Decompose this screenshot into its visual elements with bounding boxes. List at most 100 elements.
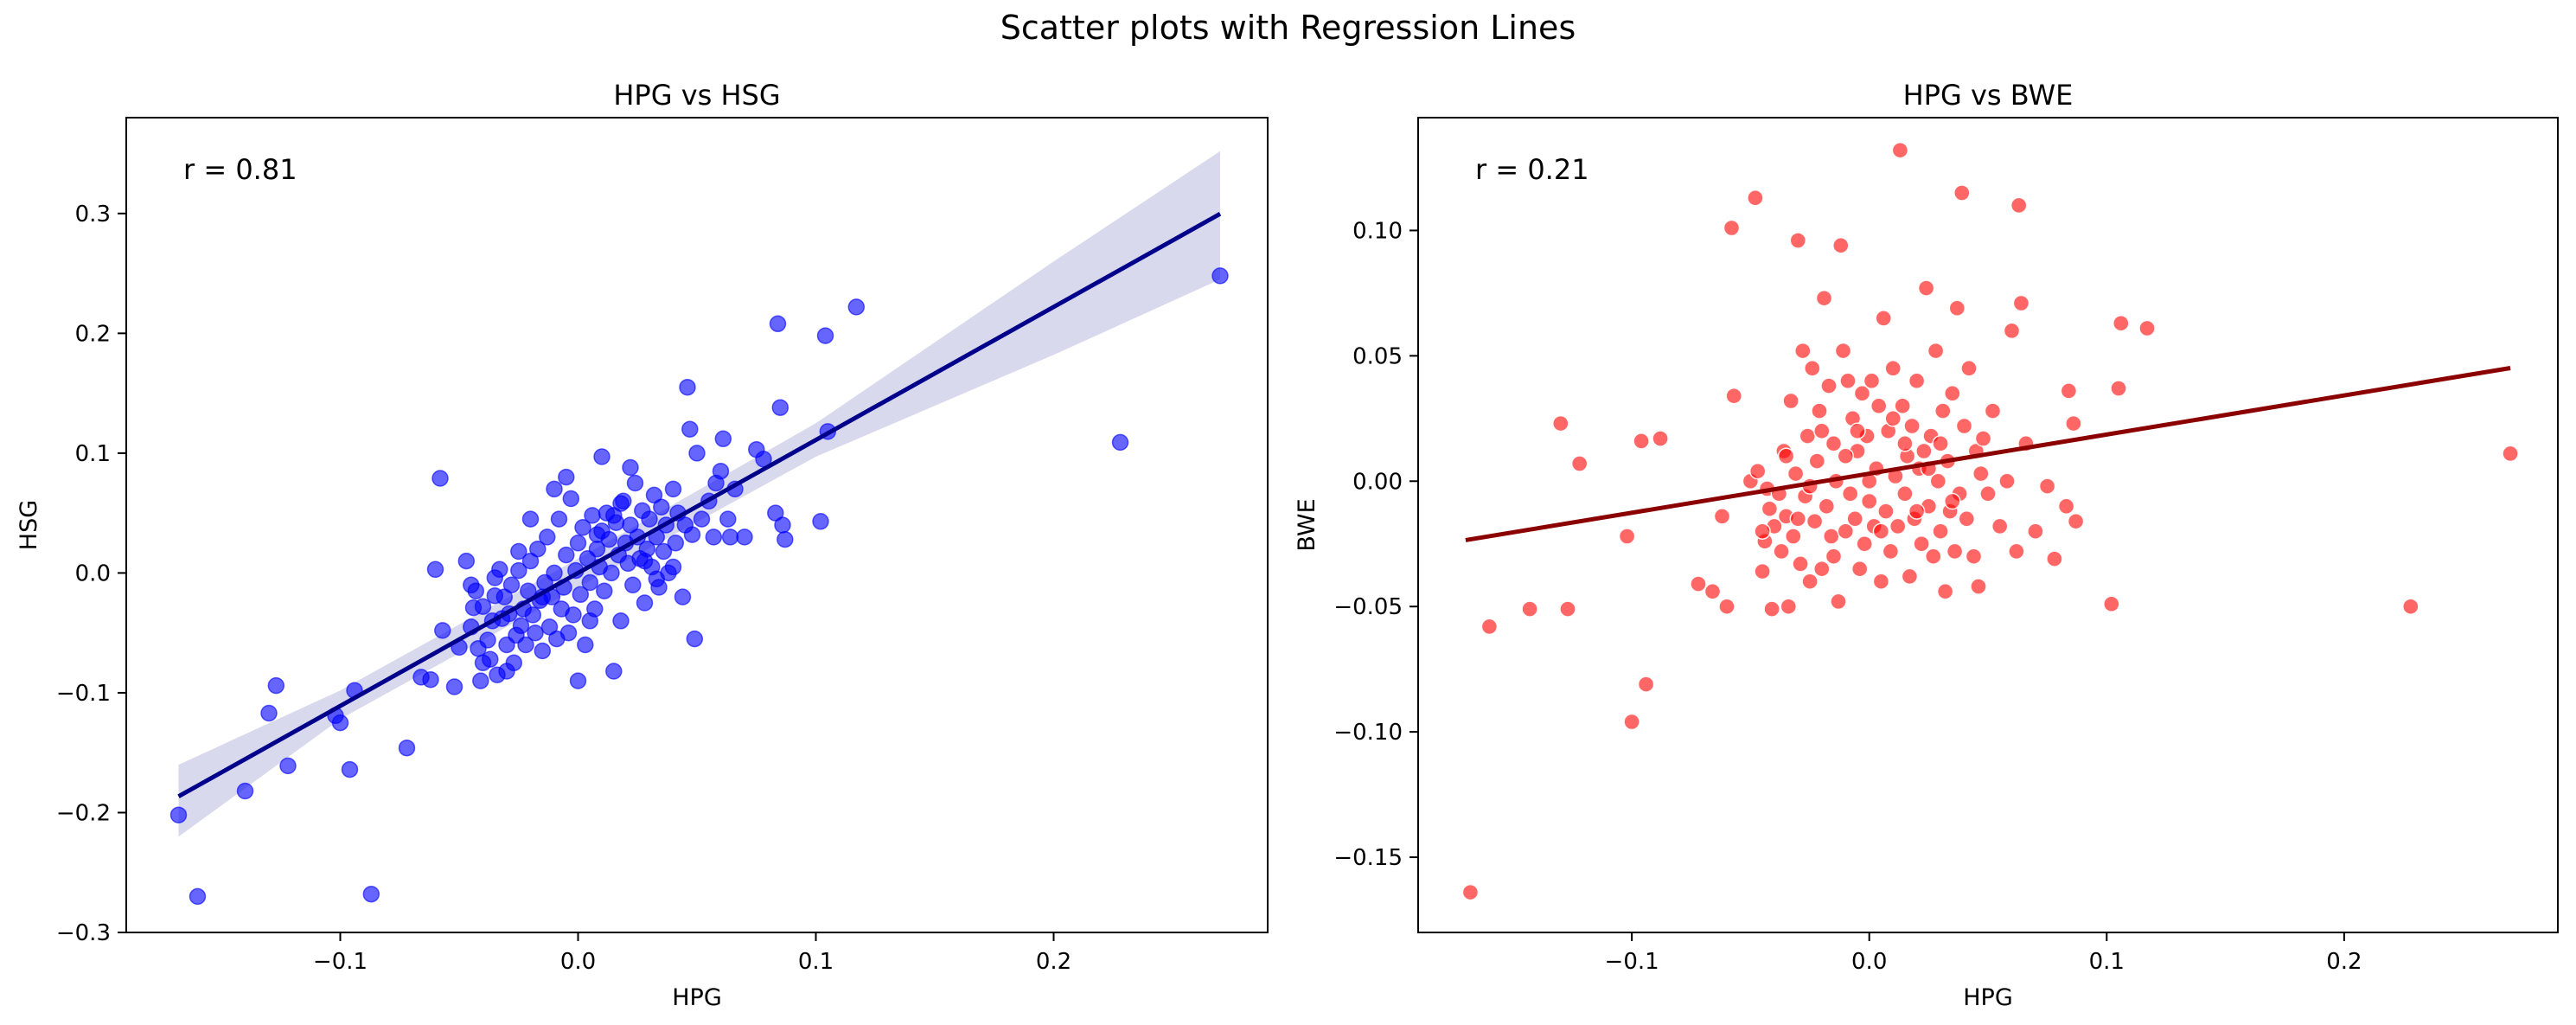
data-point bbox=[714, 430, 732, 448]
data-point bbox=[771, 399, 789, 416]
data-point bbox=[1480, 618, 1499, 636]
data-point bbox=[472, 672, 489, 689]
data-point bbox=[1713, 508, 1731, 525]
data-point bbox=[596, 582, 613, 599]
axes-frame bbox=[1417, 117, 2559, 933]
data-point bbox=[510, 542, 527, 561]
axes-frame bbox=[125, 117, 1269, 933]
data-point bbox=[1960, 360, 1978, 377]
data-point bbox=[1851, 560, 1869, 578]
data-point bbox=[1925, 548, 1942, 565]
data-point bbox=[236, 782, 254, 800]
data-point bbox=[1929, 472, 1947, 490]
data-point bbox=[2038, 477, 2056, 495]
y-tick-label: 0.00 bbox=[1352, 469, 1403, 495]
data-point bbox=[1958, 510, 1976, 528]
data-point bbox=[655, 542, 673, 561]
data-point bbox=[546, 480, 563, 498]
data-point bbox=[1754, 522, 1771, 540]
data-point bbox=[2060, 382, 2078, 400]
data-point bbox=[679, 378, 696, 396]
x-tick-label: 0.0 bbox=[560, 949, 596, 975]
data-point bbox=[398, 739, 416, 757]
data-point bbox=[1461, 883, 1480, 901]
data-point bbox=[1934, 402, 1952, 420]
data-point bbox=[362, 885, 380, 903]
data-point bbox=[1841, 485, 1859, 503]
data-point bbox=[1860, 492, 1878, 510]
data-point bbox=[1690, 575, 1707, 593]
data-point bbox=[1808, 452, 1826, 470]
data-point bbox=[1974, 430, 1992, 447]
data-point bbox=[1955, 417, 1973, 435]
data-point bbox=[1823, 528, 1840, 545]
left-scatter-panel: −0.1 0.0 0.1 0.2 −0.3 −0.2 −0.1 0.0 0.1 0.2 0.3 HPG… bbox=[16, 79, 1269, 1011]
data-point bbox=[2502, 445, 2519, 463]
data-point bbox=[2010, 196, 2028, 215]
data-point bbox=[2402, 598, 2419, 615]
subplot-title: HPG vs HSG bbox=[613, 79, 780, 112]
data-point bbox=[667, 535, 685, 552]
data-point bbox=[648, 570, 666, 588]
data-point bbox=[1896, 435, 1914, 452]
data-point bbox=[612, 612, 630, 630]
data-point bbox=[712, 462, 730, 480]
data-point bbox=[512, 617, 530, 635]
y-axis-label: BWE bbox=[1294, 498, 1320, 551]
data-point bbox=[1777, 447, 1795, 465]
data-point bbox=[736, 529, 753, 546]
data-point bbox=[550, 510, 568, 528]
data-point bbox=[674, 588, 692, 605]
figure-suptitle: Scatter plots with Regression Lines bbox=[1000, 9, 1576, 47]
data-point bbox=[688, 445, 706, 462]
data-point bbox=[1633, 432, 1650, 450]
data-point bbox=[431, 470, 449, 487]
data-point bbox=[593, 448, 610, 465]
data-point bbox=[524, 606, 542, 624]
data-point bbox=[1932, 522, 1949, 540]
data-point bbox=[612, 495, 630, 512]
data-point bbox=[1559, 600, 1576, 618]
data-point bbox=[267, 676, 285, 695]
subplot-title: HPG vs BWE bbox=[1903, 79, 2074, 112]
data-point bbox=[2027, 522, 2044, 540]
data-point bbox=[1834, 342, 1852, 360]
y-tick-label: 0.0 bbox=[75, 561, 111, 586]
data-point bbox=[474, 654, 492, 672]
data-point bbox=[577, 636, 594, 654]
data-point bbox=[626, 474, 644, 492]
data-point bbox=[1211, 267, 1229, 285]
data-point bbox=[1903, 417, 1921, 435]
data-point bbox=[546, 564, 563, 582]
data-point bbox=[1818, 497, 1836, 516]
data-point bbox=[581, 612, 599, 630]
data-point bbox=[2008, 542, 2025, 561]
data-point bbox=[774, 516, 791, 534]
data-point bbox=[603, 564, 620, 582]
data-point bbox=[705, 529, 723, 546]
data-point bbox=[562, 490, 580, 508]
data-point bbox=[1801, 573, 1819, 590]
data-point bbox=[1773, 542, 1790, 561]
data-point bbox=[1913, 535, 1930, 553]
y-tick-label: 0.10 bbox=[1352, 218, 1403, 244]
data-point bbox=[1846, 510, 1863, 528]
data-point bbox=[1787, 464, 1805, 483]
x-tick-label: 0.1 bbox=[2089, 949, 2125, 975]
data-point bbox=[189, 887, 207, 906]
data-point bbox=[1889, 517, 1907, 535]
data-point bbox=[1761, 500, 1779, 517]
data-point bbox=[260, 704, 278, 722]
x-tick-label: 0.2 bbox=[1036, 949, 1071, 975]
data-point bbox=[1944, 385, 1961, 402]
data-point bbox=[1875, 310, 1892, 327]
data-point bbox=[1813, 422, 1831, 440]
data-point bbox=[2046, 550, 2063, 567]
data-point bbox=[1932, 435, 1949, 452]
data-point bbox=[584, 507, 601, 524]
data-point bbox=[1820, 377, 1838, 394]
data-point bbox=[1830, 593, 1847, 611]
data-point bbox=[686, 630, 704, 648]
correlation-annotation: r = 0.81 bbox=[183, 153, 297, 186]
